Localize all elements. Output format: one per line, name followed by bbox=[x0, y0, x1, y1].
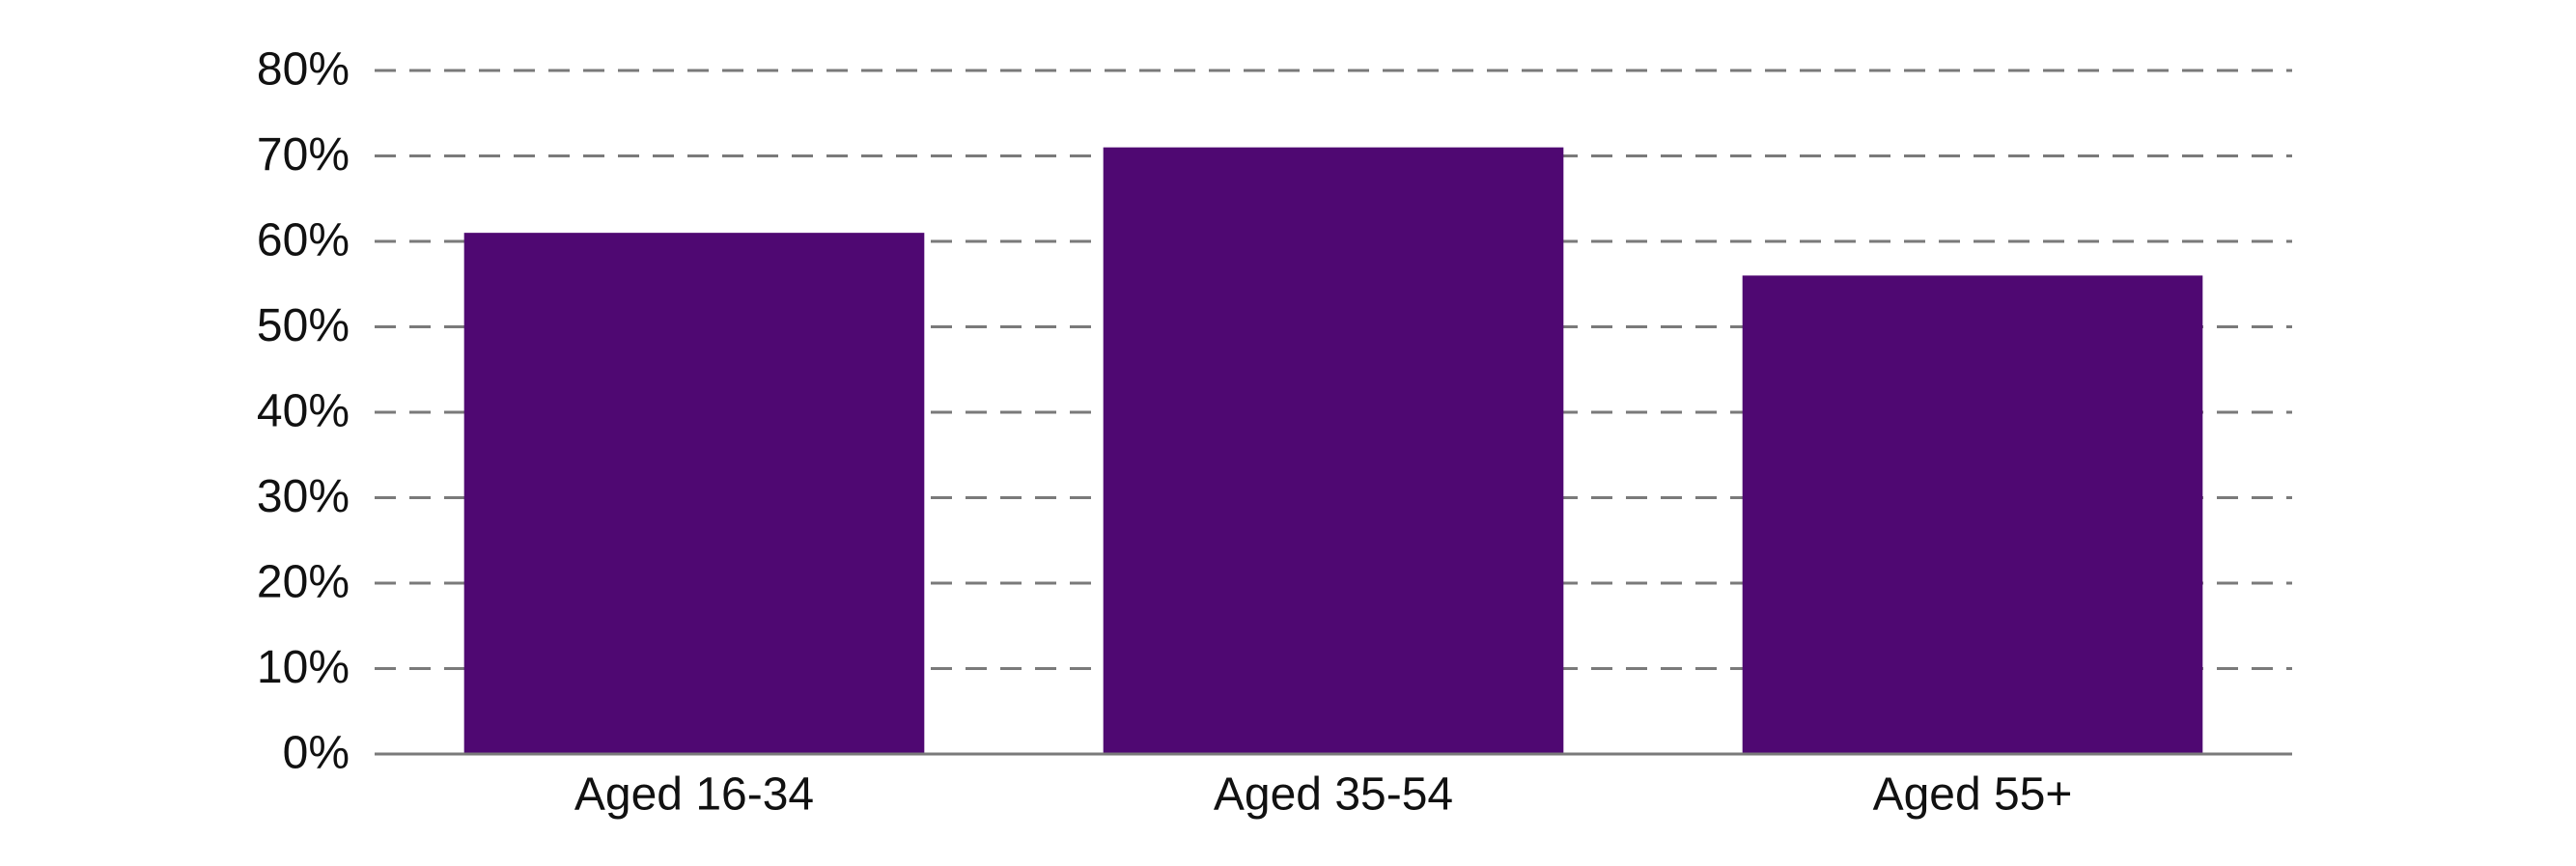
y-tick-label: 20% bbox=[257, 557, 350, 608]
x-tick-label: Aged 35-54 bbox=[1214, 769, 1453, 821]
y-tick-label: 10% bbox=[257, 642, 350, 693]
bar bbox=[1742, 275, 2203, 754]
x-tick-label: Aged 55+ bbox=[1873, 769, 2073, 821]
y-tick-label: 80% bbox=[257, 44, 350, 96]
y-tick-label: 40% bbox=[257, 386, 350, 437]
x-tick-label: Aged 16-34 bbox=[574, 769, 814, 821]
y-tick-label: 0% bbox=[283, 728, 350, 779]
bar bbox=[463, 233, 925, 754]
y-tick-label: 50% bbox=[257, 300, 350, 351]
y-tick-label: 60% bbox=[257, 215, 350, 266]
y-tick-label: 70% bbox=[257, 129, 350, 181]
bar bbox=[1103, 147, 1564, 754]
y-tick-label: 30% bbox=[257, 471, 350, 522]
